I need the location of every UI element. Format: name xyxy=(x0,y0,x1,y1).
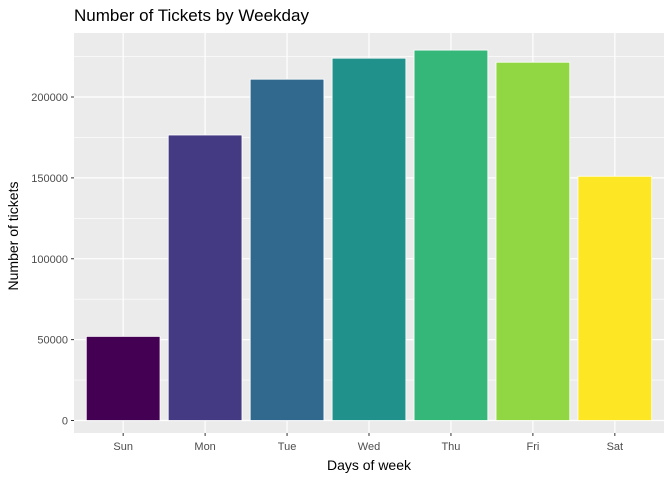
chart-title: Number of Tickets by Weekday xyxy=(74,6,309,25)
x-tick-label-fri: Fri xyxy=(526,441,539,453)
y-tick-label: 50000 xyxy=(37,335,68,347)
y-tick-label: 150000 xyxy=(31,173,68,185)
bar-mon xyxy=(167,134,243,421)
y-tick-label: 200000 xyxy=(31,92,68,104)
bar-sat xyxy=(577,175,653,421)
x-tick-label-tue: Tue xyxy=(278,441,297,453)
x-tick-label-thu: Thu xyxy=(441,441,460,453)
y-tick-label: 0 xyxy=(62,416,68,428)
bar-thu xyxy=(413,49,489,421)
x-tick-label-sun: Sun xyxy=(113,441,133,453)
y-axis-title: Number of tickets xyxy=(5,182,21,291)
x-tick-label-wed: Wed xyxy=(358,441,380,453)
x-axis: Sun Mon Tue Wed Thu Fri Sat xyxy=(113,433,623,453)
x-tick-label-mon: Mon xyxy=(194,441,215,453)
x-tick-label-sat: Sat xyxy=(607,441,624,453)
x-axis-title: Days of week xyxy=(327,457,412,473)
bar-sun xyxy=(85,335,161,421)
bars-group xyxy=(85,49,653,421)
y-tick-label: 100000 xyxy=(31,254,68,266)
bar-wed xyxy=(331,57,407,421)
y-axis: 0 50000 100000 150000 200000 xyxy=(31,92,74,428)
bar-tue xyxy=(249,78,325,421)
bar-fri xyxy=(495,61,571,421)
